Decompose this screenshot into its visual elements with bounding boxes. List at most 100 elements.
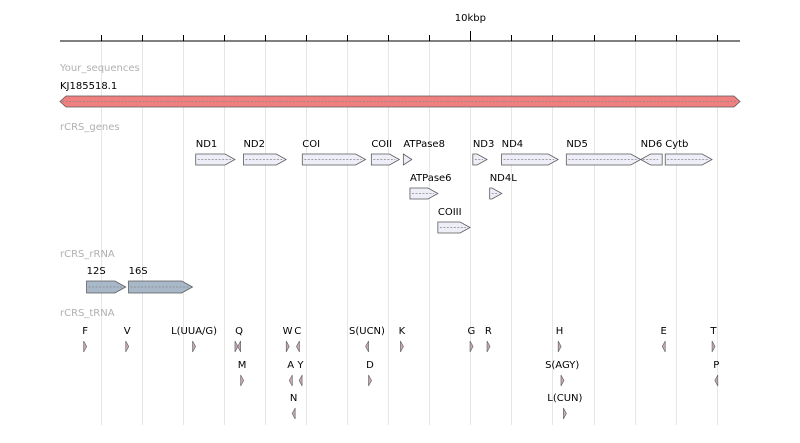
genes-label: ND5 xyxy=(566,139,588,150)
rrna-feature[interactable]: 12S xyxy=(86,266,127,294)
trna-label: S(AGY) xyxy=(545,360,579,371)
genes-feature[interactable]: ND5 xyxy=(565,139,642,166)
genes-label: ND4 xyxy=(502,139,524,150)
trna-feature[interactable]: E xyxy=(660,326,667,353)
genes-label: COII xyxy=(371,139,392,150)
trna-feature[interactable]: A xyxy=(287,360,294,387)
trna-feature[interactable]: S(UCN) xyxy=(349,326,385,353)
trna-label: E xyxy=(660,326,666,337)
genes-feature[interactable]: ATPase8 xyxy=(402,139,445,166)
trna-arrow[interactable] xyxy=(469,340,474,353)
trna-feature[interactable]: Y xyxy=(296,360,304,387)
trna-label: K xyxy=(399,326,406,337)
genes-feature[interactable]: COII xyxy=(370,139,401,166)
trna-label: W xyxy=(283,326,293,337)
trna-arrow[interactable] xyxy=(368,374,372,387)
genes-feature[interactable]: ND6 xyxy=(639,139,663,166)
trna-feature[interactable] xyxy=(234,340,239,353)
trna-label: D xyxy=(366,360,374,371)
genes-label: ND2 xyxy=(243,139,265,150)
trna-arrow[interactable] xyxy=(711,340,716,353)
track-title-rrna: rCRS_rRNA xyxy=(60,249,115,260)
axis-label: 10kbp xyxy=(455,13,486,24)
trna-label: G xyxy=(468,326,476,337)
trna-arrow[interactable] xyxy=(661,340,666,353)
genes-feature[interactable]: COIII xyxy=(437,207,471,234)
trna-arrow[interactable] xyxy=(296,340,300,353)
trna-feature[interactable]: V xyxy=(124,326,131,353)
trna-label: L(UUA/G) xyxy=(171,326,217,337)
trna-feature[interactable]: C xyxy=(294,326,301,353)
trna-label: C xyxy=(294,326,301,337)
trna-label: R xyxy=(485,326,492,337)
genes-label: ND3 xyxy=(473,139,495,150)
trna-arrow[interactable] xyxy=(365,340,369,353)
trna-arrow[interactable] xyxy=(557,340,562,353)
trna-arrow[interactable] xyxy=(192,340,196,353)
trna-arrow[interactable] xyxy=(714,374,719,387)
genes-label: ATPase8 xyxy=(403,139,445,150)
scale-axis: 10kbp xyxy=(60,13,740,42)
rrna-feature[interactable]: 16S xyxy=(128,266,194,294)
genes-arrow[interactable] xyxy=(402,153,413,166)
genes-feature[interactable]: COI xyxy=(301,139,367,166)
genes-feature[interactable]: ND2 xyxy=(243,139,287,166)
trna-arrow[interactable] xyxy=(291,407,296,420)
sequences-feature[interactable]: KJ185518.1 xyxy=(59,81,741,108)
trna-feature[interactable]: L(CUN) xyxy=(547,393,583,420)
trna-feature[interactable]: G xyxy=(468,326,476,353)
track-title-genes: rCRS_genes xyxy=(60,122,120,133)
trna-label: F xyxy=(82,326,88,337)
trna-feature[interactable]: L(UUA/G) xyxy=(171,326,217,353)
trna-arrow[interactable] xyxy=(240,374,245,387)
genes-feature[interactable]: ATPase6 xyxy=(409,173,452,200)
genes-label: ND4L xyxy=(490,173,518,184)
genes-feature[interactable]: ND4L xyxy=(489,173,518,200)
trna-feature[interactable]: M xyxy=(238,360,247,387)
trna-arrow[interactable] xyxy=(298,374,303,387)
genes-feature[interactable]: Cytb xyxy=(664,139,713,166)
trna-feature[interactable]: H xyxy=(556,326,564,353)
trna-feature[interactable]: W xyxy=(283,326,293,353)
genes-feature[interactable]: ND1 xyxy=(195,139,236,166)
trna-feature[interactable]: F xyxy=(82,326,88,353)
genes-label: ATPase6 xyxy=(410,173,452,184)
trna-label: H xyxy=(556,326,564,337)
trna-feature[interactable]: R xyxy=(485,326,492,353)
trna-arrow[interactable] xyxy=(486,340,491,353)
genes-label: Cytb xyxy=(665,139,688,150)
trna-arrow[interactable] xyxy=(285,340,290,353)
trna-feature[interactable]: D xyxy=(366,360,374,387)
trna-arrow[interactable] xyxy=(83,340,88,353)
genes-label: COI xyxy=(302,139,320,150)
rrna-label: 12S xyxy=(87,266,106,277)
trna-arrow[interactable] xyxy=(288,374,293,387)
trna-label: Q xyxy=(235,326,243,337)
trna-arrow[interactable] xyxy=(563,407,567,420)
trna-feature[interactable]: P xyxy=(713,360,719,387)
trna-arrow[interactable] xyxy=(560,374,565,387)
trna-feature[interactable]: K xyxy=(399,326,406,353)
trna-label: V xyxy=(124,326,131,337)
trna-arrow[interactable] xyxy=(237,340,241,353)
trna-label: S(UCN) xyxy=(349,326,385,337)
genes-feature[interactable]: ND3 xyxy=(472,139,495,166)
track-title-sequences: Your_sequences xyxy=(59,63,140,74)
trna-feature[interactable]: T xyxy=(709,326,717,353)
genes-label: COIII xyxy=(438,207,462,218)
trna-feature[interactable]: Q xyxy=(235,326,243,353)
trna-label: T xyxy=(709,326,717,337)
trna-label: N xyxy=(290,393,297,404)
trna-arrow[interactable] xyxy=(234,340,239,353)
rrna-label: 16S xyxy=(129,266,148,277)
genes-feature[interactable]: ND4 xyxy=(501,139,559,166)
trna-label: L(CUN) xyxy=(547,393,582,404)
genes-label: ND1 xyxy=(196,139,218,150)
genes-label: ND6 xyxy=(641,139,663,150)
trna-arrow[interactable] xyxy=(400,340,404,353)
trna-arrow[interactable] xyxy=(125,340,130,353)
trna-feature[interactable]: N xyxy=(290,393,297,420)
trna-label: P xyxy=(713,360,719,371)
trna-feature[interactable]: S(AGY) xyxy=(545,360,579,387)
